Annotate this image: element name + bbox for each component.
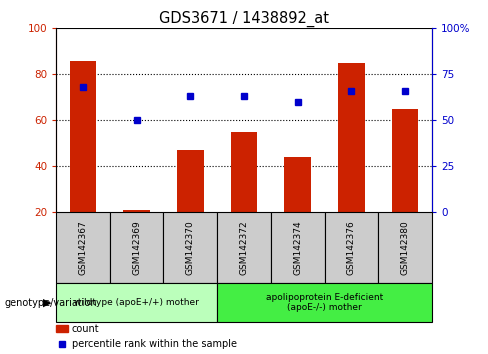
Text: ▶: ▶ [43,298,51,308]
Text: GSM142380: GSM142380 [401,221,409,275]
Bar [217,212,271,283]
Text: GSM142369: GSM142369 [132,221,141,275]
Text: GSM142372: GSM142372 [240,221,248,275]
Bar [123,210,150,212]
Bar [230,132,258,212]
Text: apolipoprotein E-deficient
(apoE-/-) mother: apolipoprotein E-deficient (apoE-/-) mot… [266,293,383,312]
Bar [56,212,110,283]
Text: GSM142374: GSM142374 [293,221,302,275]
Text: GDS3671 / 1438892_at: GDS3671 / 1438892_at [159,11,329,27]
Bar [325,212,378,283]
Bar [70,61,97,212]
Text: genotype/variation: genotype/variation [5,298,98,308]
Bar [378,212,432,283]
Bar [271,212,325,283]
Legend: count, percentile rank within the sample: count, percentile rank within the sample [56,324,237,349]
Bar [217,283,432,322]
Text: GSM142367: GSM142367 [79,221,87,275]
Bar [177,150,204,212]
Text: GSM142370: GSM142370 [186,221,195,275]
Bar [392,109,419,212]
Bar [56,283,217,322]
Bar [110,212,163,283]
Text: GSM142376: GSM142376 [347,221,356,275]
Bar [163,212,217,283]
Bar [284,157,311,212]
Text: wildtype (apoE+/+) mother: wildtype (apoE+/+) mother [74,298,199,307]
Bar [338,63,365,212]
